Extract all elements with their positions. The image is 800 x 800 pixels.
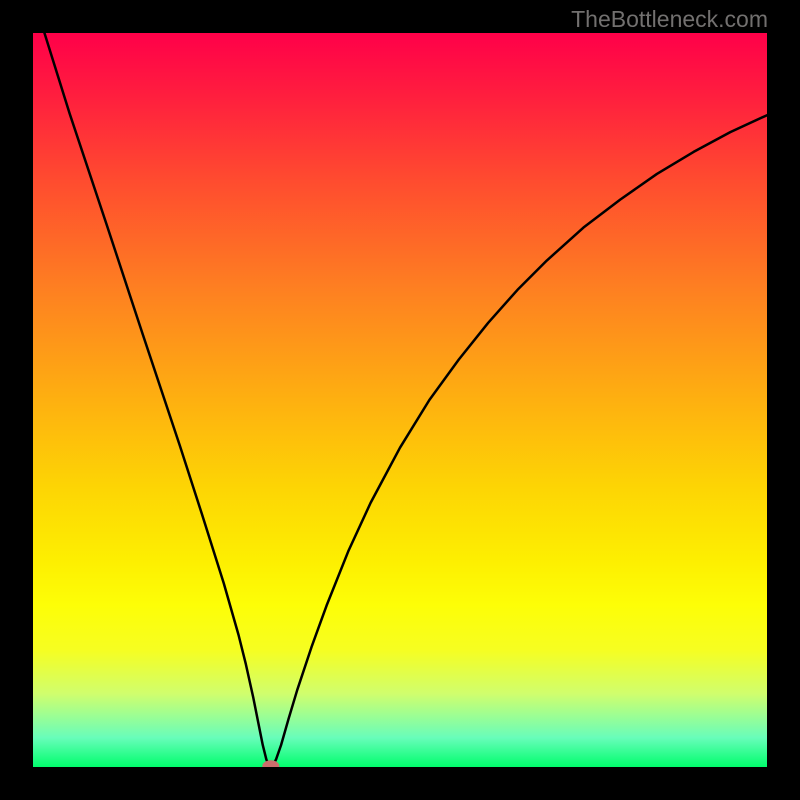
plot-area: [33, 33, 767, 767]
chart-container: TheBottleneck.com: [0, 0, 800, 800]
curve-layer: [33, 33, 767, 767]
bottleneck-curve: [33, 33, 767, 766]
optimal-point-marker: [262, 760, 279, 767]
watermark-text: TheBottleneck.com: [571, 6, 768, 33]
